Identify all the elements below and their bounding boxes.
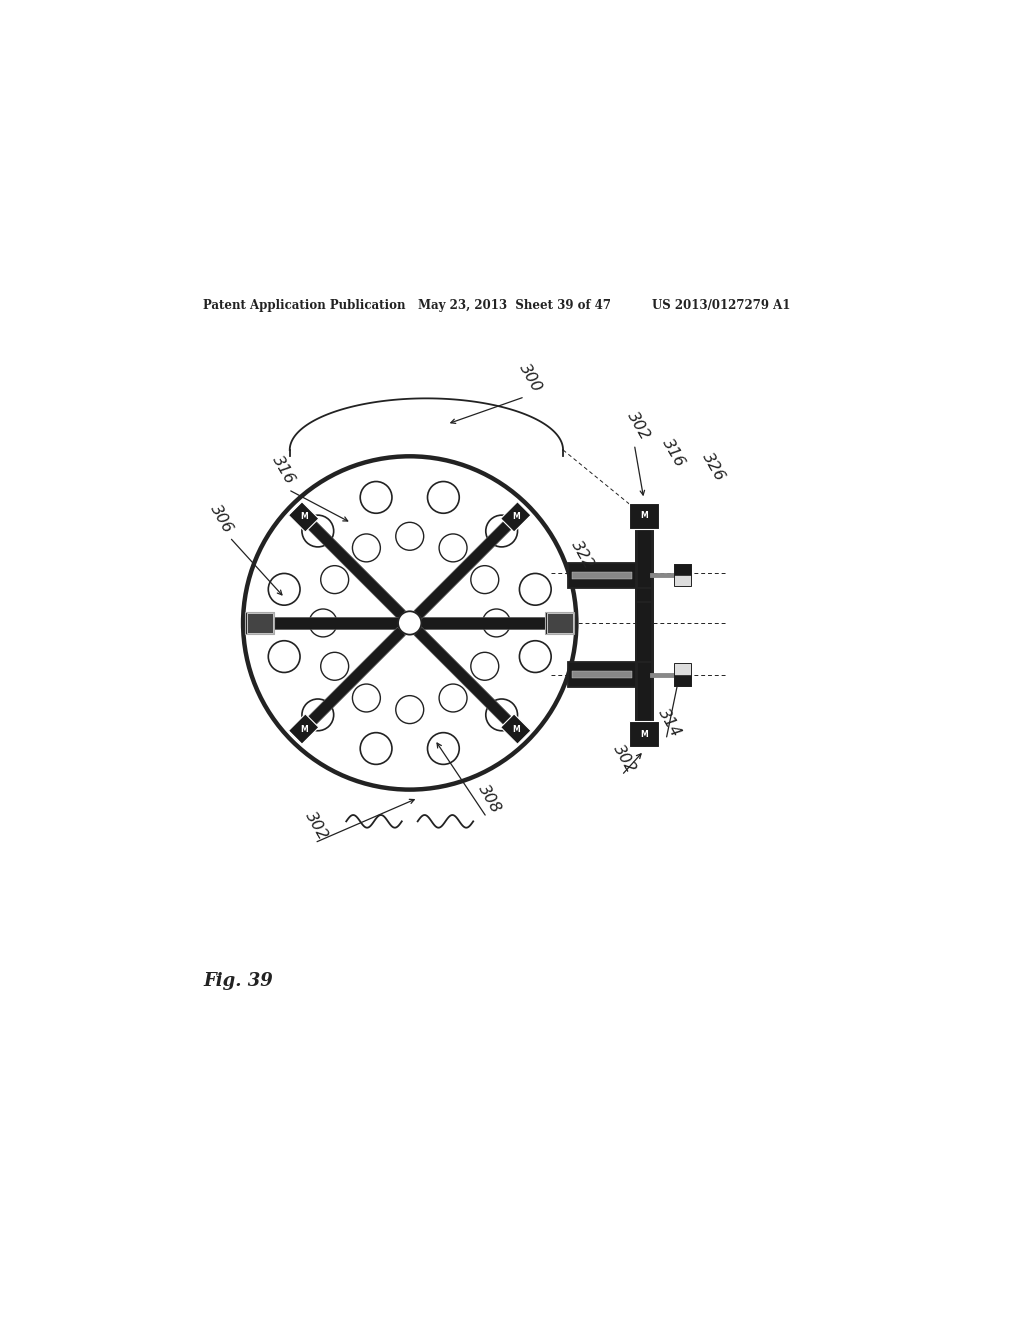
Polygon shape [547, 612, 572, 634]
Bar [674, 664, 691, 685]
Bar [629, 503, 658, 528]
Text: 314: 314 [655, 706, 684, 739]
Text: M: M [512, 512, 519, 521]
Bar [572, 671, 632, 678]
Polygon shape [260, 618, 398, 628]
Text: 302: 302 [624, 409, 652, 442]
Text: 308: 308 [475, 781, 504, 816]
Circle shape [398, 611, 422, 635]
Text: M: M [300, 512, 307, 521]
Text: M: M [300, 725, 307, 734]
Polygon shape [501, 714, 530, 744]
Text: M: M [640, 511, 648, 520]
Text: M: M [640, 730, 648, 739]
Text: 302: 302 [610, 742, 639, 775]
Polygon shape [414, 513, 520, 619]
Text: 306: 306 [207, 502, 236, 536]
Text: May 23, 2013  Sheet 39 of 47: May 23, 2013 Sheet 39 of 47 [418, 298, 610, 312]
Text: 300: 300 [517, 362, 545, 395]
Text: 326: 326 [699, 450, 728, 484]
Bar [636, 602, 652, 661]
Bar [568, 562, 636, 587]
Text: 316: 316 [269, 454, 297, 487]
Bar [636, 516, 652, 734]
Bar [636, 587, 652, 648]
Polygon shape [414, 627, 520, 733]
Text: Patent Application Publication: Patent Application Publication [204, 298, 406, 312]
Bar [568, 661, 636, 688]
Polygon shape [300, 513, 406, 619]
Polygon shape [247, 612, 272, 634]
Polygon shape [289, 502, 318, 532]
Polygon shape [300, 627, 406, 733]
Text: Fig. 39: Fig. 39 [204, 972, 273, 990]
Polygon shape [246, 612, 274, 634]
Polygon shape [289, 714, 318, 744]
Polygon shape [501, 502, 530, 532]
Bar [629, 721, 658, 747]
Text: 322: 322 [568, 537, 597, 572]
Bar [674, 675, 691, 685]
Polygon shape [422, 618, 560, 628]
Bar [674, 564, 691, 576]
Text: 302: 302 [303, 809, 331, 842]
Text: 316: 316 [659, 436, 688, 470]
Text: US 2013/0127279 A1: US 2013/0127279 A1 [652, 298, 791, 312]
Polygon shape [546, 612, 574, 634]
Bar [572, 572, 632, 579]
Bar [674, 564, 691, 586]
Text: M: M [512, 725, 519, 734]
